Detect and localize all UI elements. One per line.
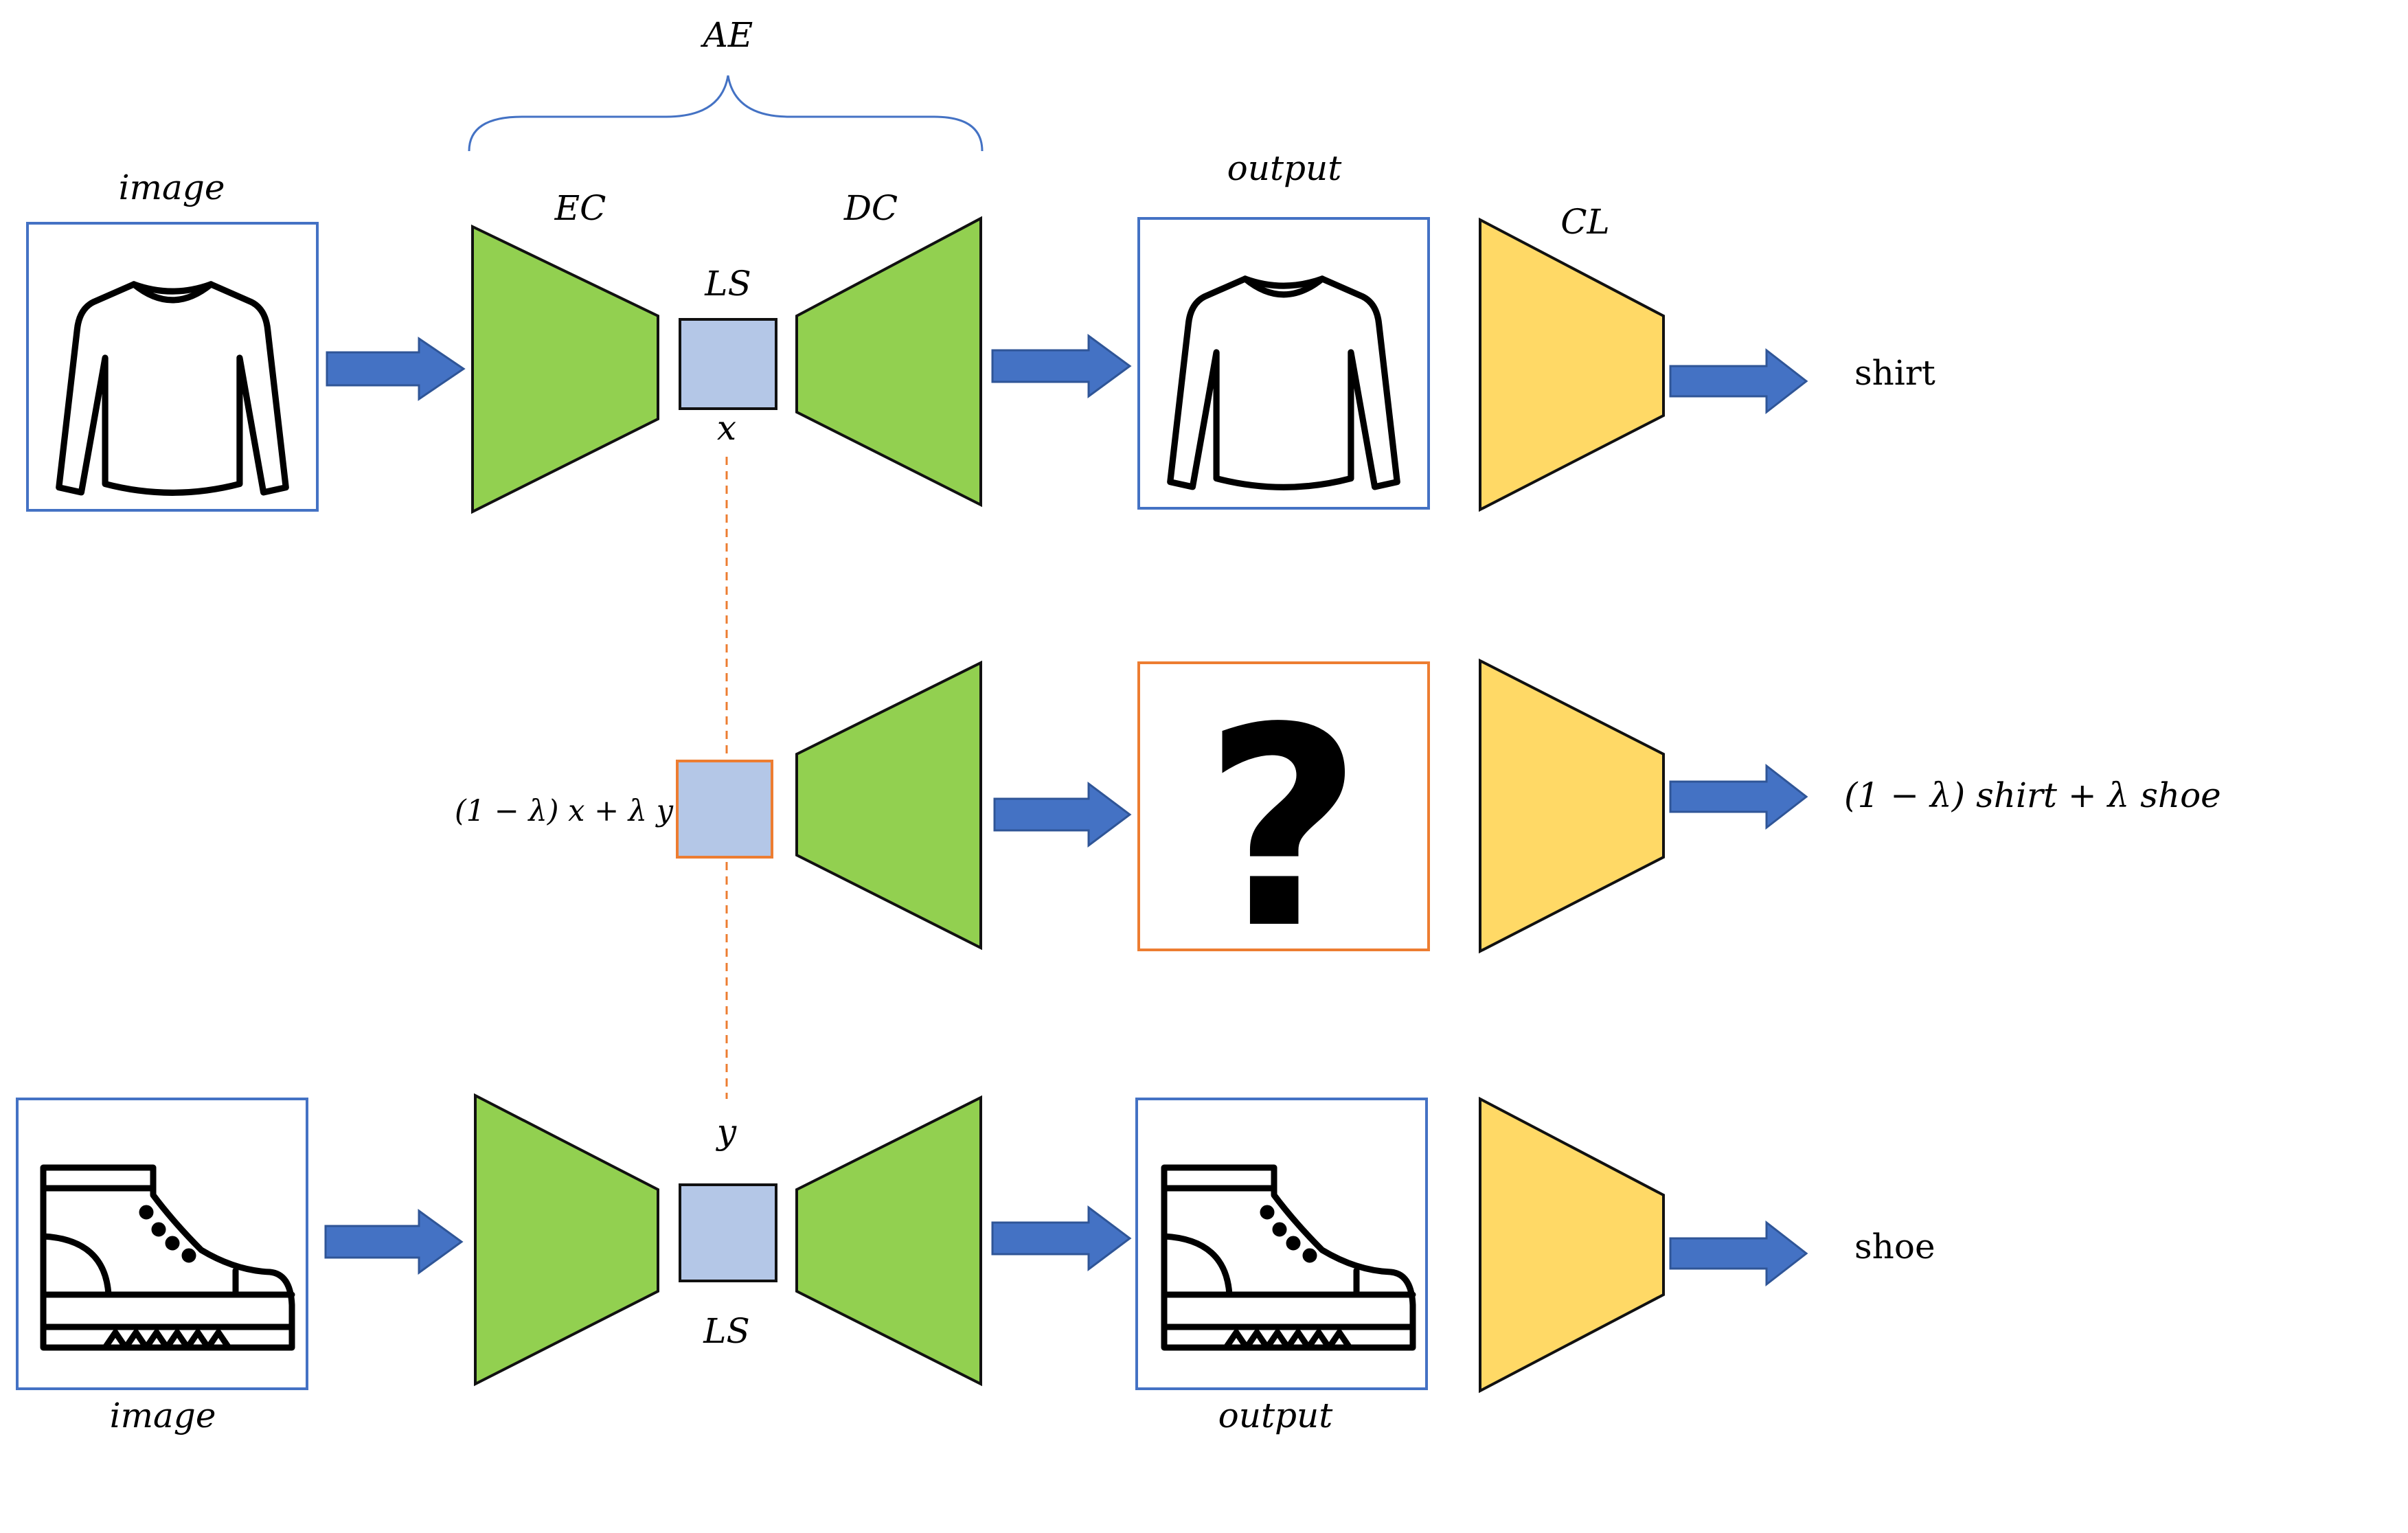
encoder-top bbox=[471, 224, 659, 514]
classifier-label: CL bbox=[1560, 202, 1609, 242]
decoder-top bbox=[795, 216, 982, 508]
ae-label: AE bbox=[701, 15, 753, 55]
classifier-mix bbox=[1479, 658, 1665, 954]
latent-label-top: LS bbox=[704, 264, 751, 304]
image-label-top: image bbox=[119, 168, 225, 207]
encoder-bottom bbox=[474, 1093, 659, 1387]
arrow-classifier-result-top bbox=[1669, 348, 1808, 415]
arrow-input-encoder-bottom bbox=[324, 1209, 464, 1275]
arrow-decoder-output-mix bbox=[993, 782, 1132, 848]
mix-latent-label: (1 − λ) x + λ y bbox=[455, 794, 674, 828]
arrow-decoder-output-bottom bbox=[991, 1205, 1132, 1271]
arrow-classifier-result-mix bbox=[1669, 763, 1808, 830]
result-shoe: shoe bbox=[1854, 1227, 1935, 1267]
latent-label-bottom: LS bbox=[703, 1311, 749, 1351]
arrow-decoder-output-top bbox=[991, 334, 1132, 398]
classifier-top bbox=[1479, 217, 1665, 512]
ae-brace bbox=[468, 75, 984, 152]
latent-space-bottom bbox=[679, 1183, 777, 1282]
latent-space-mix bbox=[676, 760, 773, 859]
result-mix: (1 − λ) shirt + λ shoe bbox=[1844, 775, 2221, 815]
result-shirt: shirt bbox=[1854, 353, 1935, 393]
encoder-label: EC bbox=[554, 188, 606, 228]
output-label-bottom: output bbox=[1218, 1396, 1334, 1435]
output-label-top: output bbox=[1227, 148, 1343, 188]
classifier-bottom bbox=[1479, 1096, 1665, 1394]
arrow-input-encoder-top bbox=[326, 337, 466, 401]
image-label-bottom: image bbox=[110, 1396, 216, 1435]
arrow-classifier-result-bottom bbox=[1669, 1220, 1808, 1287]
decoder-bottom bbox=[795, 1095, 982, 1387]
latent-x-label: x bbox=[717, 408, 736, 448]
decoder-label: DC bbox=[843, 188, 898, 228]
latent-space-top bbox=[679, 318, 777, 410]
latent-y-label: y bbox=[716, 1112, 737, 1152]
question-mark-icon: ? bbox=[1203, 670, 1363, 989]
output-frame-mix bbox=[1137, 661, 1430, 951]
decoder-mix bbox=[795, 660, 982, 951]
